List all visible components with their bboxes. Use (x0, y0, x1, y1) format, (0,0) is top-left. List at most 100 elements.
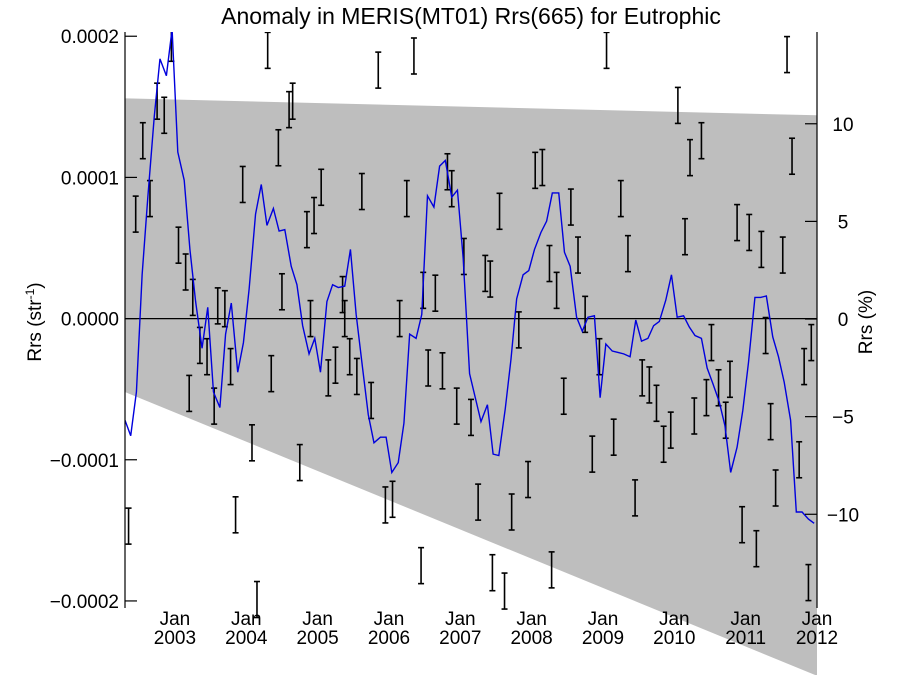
errorbar-point (575, 236, 582, 274)
errorbar-point (779, 236, 786, 274)
errorbar-point (653, 384, 660, 423)
errorbar-point (296, 443, 303, 482)
errorbar-point (353, 357, 360, 396)
errorbar-point (475, 483, 482, 521)
errorbar-point (560, 377, 567, 416)
errorbar-point (175, 226, 182, 264)
errorbar-point (425, 349, 432, 387)
errorbar-point (253, 580, 260, 619)
errorbar-point (796, 440, 803, 479)
errorbar-point (508, 493, 515, 531)
right-tick-label: −5 (832, 408, 854, 429)
errorbar-point (546, 244, 553, 283)
errorbar-point (789, 137, 796, 176)
errorbar-point (468, 398, 474, 437)
x-tick-month: Jan (516, 609, 547, 630)
x-tick-year: 2006 (368, 628, 410, 649)
errorbar-point (784, 35, 791, 74)
errorbar-point (358, 172, 365, 211)
errorbar-point (375, 51, 382, 89)
x-tick-year: 2010 (653, 628, 695, 649)
errorbar-point (186, 374, 193, 413)
errorbar-point (582, 295, 589, 334)
errorbar-point (307, 299, 314, 338)
shaded-band (125, 98, 817, 675)
errorbar-point (341, 299, 348, 338)
errorbar-point (708, 323, 715, 362)
x-tick-year: 2011 (725, 628, 766, 649)
errorbar-point (687, 138, 694, 177)
errorbar-point (603, 32, 610, 70)
errorbar-point (596, 337, 603, 376)
errorbar-point (682, 217, 689, 256)
errorbar-point (264, 32, 271, 70)
errorbar-point (753, 529, 760, 568)
series-line (125, 32, 815, 524)
errorbar-point (289, 82, 296, 120)
errorbar-point (396, 299, 403, 338)
x-tick-year: 2008 (510, 628, 552, 649)
errorbar-point (382, 486, 389, 524)
errorbar-point (139, 121, 146, 160)
chart-title: Anomaly in MERIS(MT01) Rrs(665) for Eutr… (221, 3, 721, 29)
left-tick-label: −0.0002 (50, 592, 119, 613)
x-tick-year: 2003 (154, 628, 196, 649)
x-tick-month: Jan (659, 609, 690, 630)
errorbar-point (332, 346, 339, 384)
x-tick-month: Jan (802, 609, 833, 630)
right-axis: −10 −5 0 5 10 (805, 115, 859, 526)
errorbar-point (453, 387, 460, 425)
errorbar-point (767, 402, 774, 441)
errorbar-point (703, 378, 710, 417)
errorbar-point (532, 151, 539, 190)
errorbar-point (515, 311, 522, 349)
errorbar-point (278, 272, 285, 311)
errorbar-point (232, 496, 239, 534)
errorbar-point (548, 551, 555, 589)
errorbar-point (303, 210, 310, 249)
errorbar-point (805, 563, 812, 602)
errorbar-point (204, 337, 211, 376)
errorbar-point (239, 165, 246, 204)
errorbar-point (667, 411, 674, 449)
errorbar-point (403, 179, 410, 218)
errorbar-point (624, 234, 631, 273)
errorbar-point (389, 480, 396, 519)
x-tick-year: 2009 (582, 628, 624, 649)
errorbar-point (418, 546, 425, 585)
errorbar-point (346, 337, 353, 376)
errorbar-point (525, 460, 532, 499)
errorbar-point (698, 121, 705, 160)
errorbar-point (758, 230, 765, 269)
errorbar-point (410, 37, 417, 75)
x-tick-month: Jan (445, 609, 476, 630)
right-tick-label: 10 (832, 115, 853, 136)
errorbar-point (610, 418, 617, 456)
errorbar-point (691, 397, 698, 435)
errorbar-point (487, 260, 494, 298)
errorbar-point (286, 90, 293, 129)
errorbar-point (496, 192, 503, 231)
plot-area (125, 32, 817, 675)
errorbar-point (567, 188, 574, 226)
left-tick-label: −0.0001 (50, 451, 119, 472)
x-tick-year: 2007 (439, 628, 481, 649)
x-tick-month: Jan (588, 609, 619, 630)
errorbar-point (132, 195, 139, 233)
errorbar-point (660, 425, 667, 464)
y-axis-left-label: Rrs (str-1) (23, 282, 46, 361)
left-tick-label: 0.0001 (61, 168, 119, 189)
left-tick-label: 0.0002 (61, 27, 119, 48)
x-tick-month: Jan (302, 609, 333, 630)
errorbar-point (325, 359, 332, 397)
x-tick-year: 2012 (796, 628, 838, 649)
x-tick-year: 2004 (225, 628, 268, 649)
errorbar-point (589, 435, 596, 473)
errorbar-point (311, 196, 318, 235)
errorbar-point (227, 347, 234, 386)
right-tick-label: 0 (838, 310, 849, 331)
errorbar-point (489, 553, 496, 592)
errorbar-point (734, 203, 741, 242)
errorbar-point (318, 168, 325, 207)
